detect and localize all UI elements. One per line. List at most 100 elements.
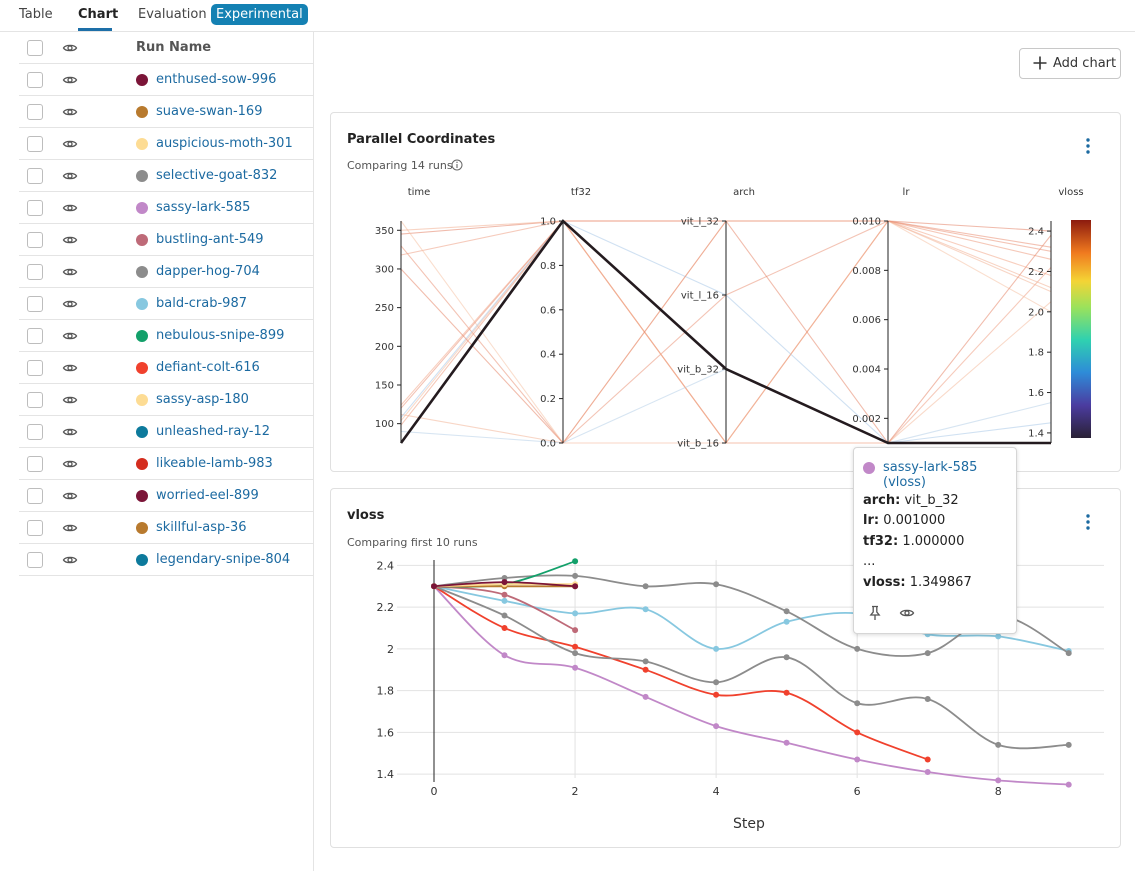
row-checkbox[interactable] — [27, 136, 43, 152]
run-color-dot[interactable] — [136, 298, 148, 310]
row-checkbox[interactable] — [27, 232, 43, 248]
row-checkbox[interactable] — [27, 264, 43, 280]
table-row: defiant-colt-616 — [19, 352, 314, 384]
tooltip-line-vloss: vloss: 1.349867 — [863, 575, 972, 590]
pin-icon[interactable] — [867, 605, 883, 621]
row-checkbox[interactable] — [27, 424, 43, 440]
run-name-link[interactable]: worried-eel-899 — [156, 488, 259, 503]
visibility-eye-icon[interactable] — [62, 456, 78, 472]
run-name-link[interactable]: suave-swan-169 — [156, 104, 263, 119]
visibility-eye-icon[interactable] — [62, 264, 78, 280]
run-name-link[interactable]: unleashed-ray-12 — [156, 424, 271, 439]
info-icon[interactable] — [451, 159, 463, 171]
tab-evaluation[interactable]: Evaluation — [138, 7, 207, 22]
parallel-coordinates-panel: Parallel Coordinates Comparing 14 runs — [330, 112, 1121, 472]
run-name-link[interactable]: selective-goat-832 — [156, 168, 278, 183]
row-checkbox[interactable] — [27, 72, 43, 88]
row-checkbox[interactable] — [27, 488, 43, 504]
run-color-dot[interactable] — [136, 362, 148, 374]
tooltip-line-arch: arch: vit_b_32 — [863, 493, 959, 508]
visibility-eye-icon[interactable] — [62, 552, 78, 568]
run-color-dot[interactable] — [136, 490, 148, 502]
visibility-eye-icon[interactable] — [62, 168, 78, 184]
run-name-link[interactable]: dapper-hog-704 — [156, 264, 260, 279]
visibility-eye-icon[interactable] — [62, 296, 78, 312]
run-name-link[interactable]: bald-crab-987 — [156, 296, 247, 311]
run-color-dot[interactable] — [136, 458, 148, 470]
row-checkbox[interactable] — [27, 104, 43, 120]
run-name-link[interactable]: bustling-ant-549 — [156, 232, 264, 247]
experimental-badge: Experimental — [211, 4, 308, 25]
run-name-link[interactable]: sassy-asp-180 — [156, 392, 249, 407]
run-name-link[interactable]: skillful-asp-36 — [156, 520, 247, 535]
visibility-eye-icon[interactable] — [62, 232, 78, 248]
table-row: bustling-ant-549 — [19, 224, 314, 256]
visibility-eye-icon[interactable] — [62, 520, 78, 536]
visibility-eye-icon[interactable] — [62, 424, 78, 440]
sidebar-divider — [313, 32, 314, 871]
row-checkbox[interactable] — [27, 360, 43, 376]
table-row: worried-eel-899 — [19, 480, 314, 512]
row-checkbox[interactable] — [27, 520, 43, 536]
vloss-panel-menu-icon[interactable] — [1083, 513, 1093, 531]
row-checkbox[interactable] — [27, 392, 43, 408]
visibility-eye-icon[interactable] — [62, 360, 78, 376]
visibility-eye-icon[interactable] — [62, 200, 78, 216]
table-row: sassy-asp-180 — [19, 384, 314, 416]
tooltip-line-ellipsis: ... — [863, 554, 876, 569]
run-name-link[interactable]: sassy-lark-585 — [156, 200, 251, 215]
row-checkbox[interactable] — [27, 328, 43, 344]
run-color-dot[interactable] — [136, 138, 148, 150]
active-tab-indicator — [78, 28, 112, 31]
visibility-eye-icon[interactable] — [62, 328, 78, 344]
tab-table[interactable]: Table — [19, 7, 53, 22]
run-name-link[interactable]: likeable-lamb-983 — [156, 456, 273, 471]
run-color-dot[interactable] — [136, 202, 148, 214]
run-color-dot[interactable] — [136, 522, 148, 534]
row-checkbox[interactable] — [27, 200, 43, 216]
run-name-link[interactable]: nebulous-snipe-899 — [156, 328, 285, 343]
visibility-eye-icon[interactable] — [62, 72, 78, 88]
run-color-dot[interactable] — [136, 74, 148, 86]
select-all-checkbox[interactable] — [27, 40, 43, 56]
visibility-eye-icon[interactable] — [62, 488, 78, 504]
table-row: bald-crab-987 — [19, 288, 314, 320]
tooltip-run-name[interactable]: sassy-lark-585 (vloss) — [883, 460, 978, 490]
row-checkbox[interactable] — [27, 168, 43, 184]
table-row: legendary-snipe-804 — [19, 544, 314, 576]
toggle-all-visibility-eye-icon[interactable] — [62, 40, 78, 56]
top-tab-bar: Table Chart Evaluation Experimental — [0, 0, 1135, 32]
table-row: skillful-asp-36 — [19, 512, 314, 544]
parallel-panel-menu-icon[interactable] — [1083, 137, 1093, 155]
run-color-dot[interactable] — [136, 426, 148, 438]
run-name-link[interactable]: defiant-colt-616 — [156, 360, 260, 375]
run-color-dot[interactable] — [136, 170, 148, 182]
run-name-link[interactable]: legendary-snipe-804 — [156, 552, 291, 567]
add-chart-button[interactable]: Add chart — [1019, 48, 1121, 79]
panel-subtitle: Comparing first 10 runs — [347, 536, 478, 549]
run-color-dot[interactable] — [136, 234, 148, 246]
runs-table-header: Run Name — [19, 32, 314, 64]
run-name-link[interactable]: enthused-sow-996 — [156, 72, 277, 87]
visibility-eye-icon[interactable] — [62, 136, 78, 152]
panel-title: Parallel Coordinates — [347, 132, 496, 147]
runs-table: Run Name enthused-sow-996 suave-swan-169 a… — [19, 32, 314, 577]
run-color-dot[interactable] — [136, 330, 148, 342]
row-checkbox[interactable] — [27, 296, 43, 312]
row-checkbox[interactable] — [27, 552, 43, 568]
run-color-dot[interactable] — [136, 394, 148, 406]
visibility-eye-icon[interactable] — [62, 104, 78, 120]
add-chart-label: Add chart — [1053, 56, 1117, 71]
run-color-dot[interactable] — [136, 554, 148, 566]
run-color-dot[interactable] — [136, 266, 148, 278]
row-checkbox[interactable] — [27, 456, 43, 472]
table-row: likeable-lamb-983 — [19, 448, 314, 480]
visibility-eye-icon[interactable] — [62, 392, 78, 408]
table-row: sassy-lark-585 — [19, 192, 314, 224]
tooltip-run-color-dot — [863, 462, 875, 474]
run-name-link[interactable]: auspicious-moth-301 — [156, 136, 293, 151]
run-color-dot[interactable] — [136, 106, 148, 118]
tab-chart[interactable]: Chart — [78, 7, 119, 22]
eye-icon[interactable] — [899, 605, 915, 621]
run-name-column-header[interactable]: Run Name — [136, 40, 212, 55]
